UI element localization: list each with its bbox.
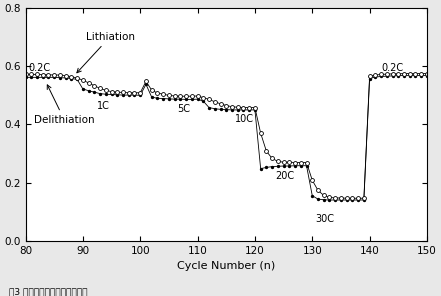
Text: 0.2C: 0.2C [28,63,51,73]
X-axis label: Cycle Number (n): Cycle Number (n) [177,261,275,271]
Text: Lithiation: Lithiation [77,32,135,73]
Text: 0.2C: 0.2C [381,63,403,73]
Text: 1C: 1C [97,101,110,110]
Text: 5C: 5C [177,104,191,114]
Text: 30C: 30C [315,214,334,224]
Text: Delithiation: Delithiation [34,85,95,125]
Text: 10C: 10C [235,114,254,124]
Text: 图3 硅薄膜材料电池倍率性能图: 图3 硅薄膜材料电池倍率性能图 [9,287,87,296]
Text: 20C: 20C [275,171,294,181]
